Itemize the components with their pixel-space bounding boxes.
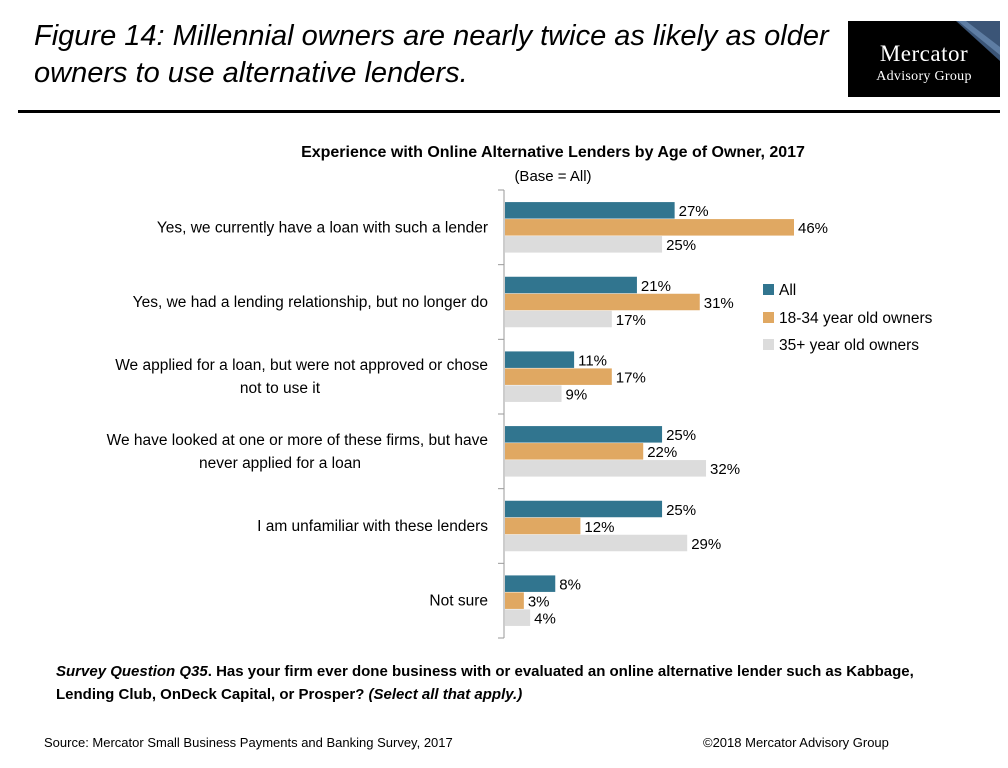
legend-swatch [763,312,774,323]
bar-all [505,351,575,368]
category-label: We have looked at one or more of these f… [107,432,488,449]
data-label: 11% [578,352,607,369]
data-label: 31% [704,295,734,312]
bar-chart: Experience with Online Alternative Lende… [107,144,933,639]
source-note: Source: Mercator Small Business Payments… [44,735,453,750]
legend-entry: 35+ year old owners [779,337,919,354]
bar-35-year-old-owners [505,310,612,328]
bar-35-year-old-owners [505,609,531,626]
data-label: 12% [584,519,614,536]
bar-18-34-year-old-owners [505,368,612,385]
mercator-logo: Mercator Advisory Group [848,21,1000,97]
bar-18-34-year-old-owners [505,517,581,535]
data-label: 22% [647,444,677,461]
data-label: 21% [641,278,671,295]
data-label: 25% [666,502,696,519]
title-divider [18,110,1000,113]
data-label: 25% [666,237,696,254]
survey-question: Survey Question Q35. Has your firm ever … [56,660,956,706]
category-label: Not sure [429,593,488,610]
legend-entry: All [779,282,796,299]
data-label: 25% [666,427,696,444]
logo-line-1: Mercator [879,41,969,66]
data-label: 9% [566,386,588,403]
data-label: 17% [616,369,646,386]
data-label: 4% [534,610,556,627]
bar-18-34-year-old-owners [505,293,700,311]
copyright-note: ©2018 Mercator Advisory Group [703,735,889,750]
data-label: 17% [616,312,646,329]
category-label: not to use it [240,380,321,397]
data-label: 3% [528,593,550,610]
category-label: I am unfamiliar with these lenders [257,518,488,535]
survey-question-label: Survey Question Q35 [56,663,208,680]
legend-swatch [763,339,774,350]
bar-all [505,500,663,518]
bar-35-year-old-owners [505,385,562,402]
bar-18-34-year-old-owners [505,219,794,236]
bar-35-year-old-owners [505,460,707,477]
data-label: 32% [710,461,740,478]
bar-35-year-old-owners [505,236,663,253]
bar-all [505,202,675,219]
figure-title: Figure 14: Millennial owners are nearly … [34,20,829,89]
data-label: 29% [691,536,721,553]
survey-question-note: (Select all that apply.) [368,686,523,703]
data-label: 8% [559,576,581,593]
survey-question-text: . Has your firm ever done business with … [56,663,914,703]
chart-subtitle: (Base = All) [514,168,591,185]
category-label: Yes, we currently have a loan with such … [157,219,488,236]
legend-swatch [763,284,774,295]
bar-all [505,276,637,294]
chart-title: Experience with Online Alternative Lende… [301,144,805,161]
data-label: 27% [679,203,709,220]
data-label: 46% [798,220,828,237]
bar-all [505,575,556,592]
logo-line-2: Advisory Group [876,69,972,84]
legend-entry: 18-34 year old owners [779,310,933,327]
bar-all [505,426,663,443]
category-label: never applied for a loan [199,455,361,472]
bar-18-34-year-old-owners [505,443,644,460]
category-label: Yes, we had a lending relationship, but … [133,294,488,311]
bar-18-34-year-old-owners [505,592,524,609]
logo-swoosh-icon [956,21,1000,61]
bar-35-year-old-owners [505,534,688,552]
category-label: We applied for a loan, but were not appr… [115,357,488,374]
